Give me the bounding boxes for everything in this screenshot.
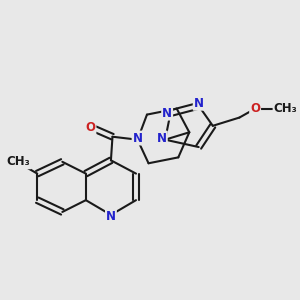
Text: N: N: [106, 210, 116, 223]
Text: O: O: [250, 102, 260, 115]
Text: N: N: [133, 131, 142, 145]
Text: CH₃: CH₃: [7, 155, 30, 168]
Text: N: N: [162, 106, 172, 120]
Text: O: O: [85, 122, 95, 134]
Text: N: N: [194, 97, 204, 110]
Text: N: N: [157, 131, 167, 145]
Text: CH₃: CH₃: [274, 102, 297, 115]
